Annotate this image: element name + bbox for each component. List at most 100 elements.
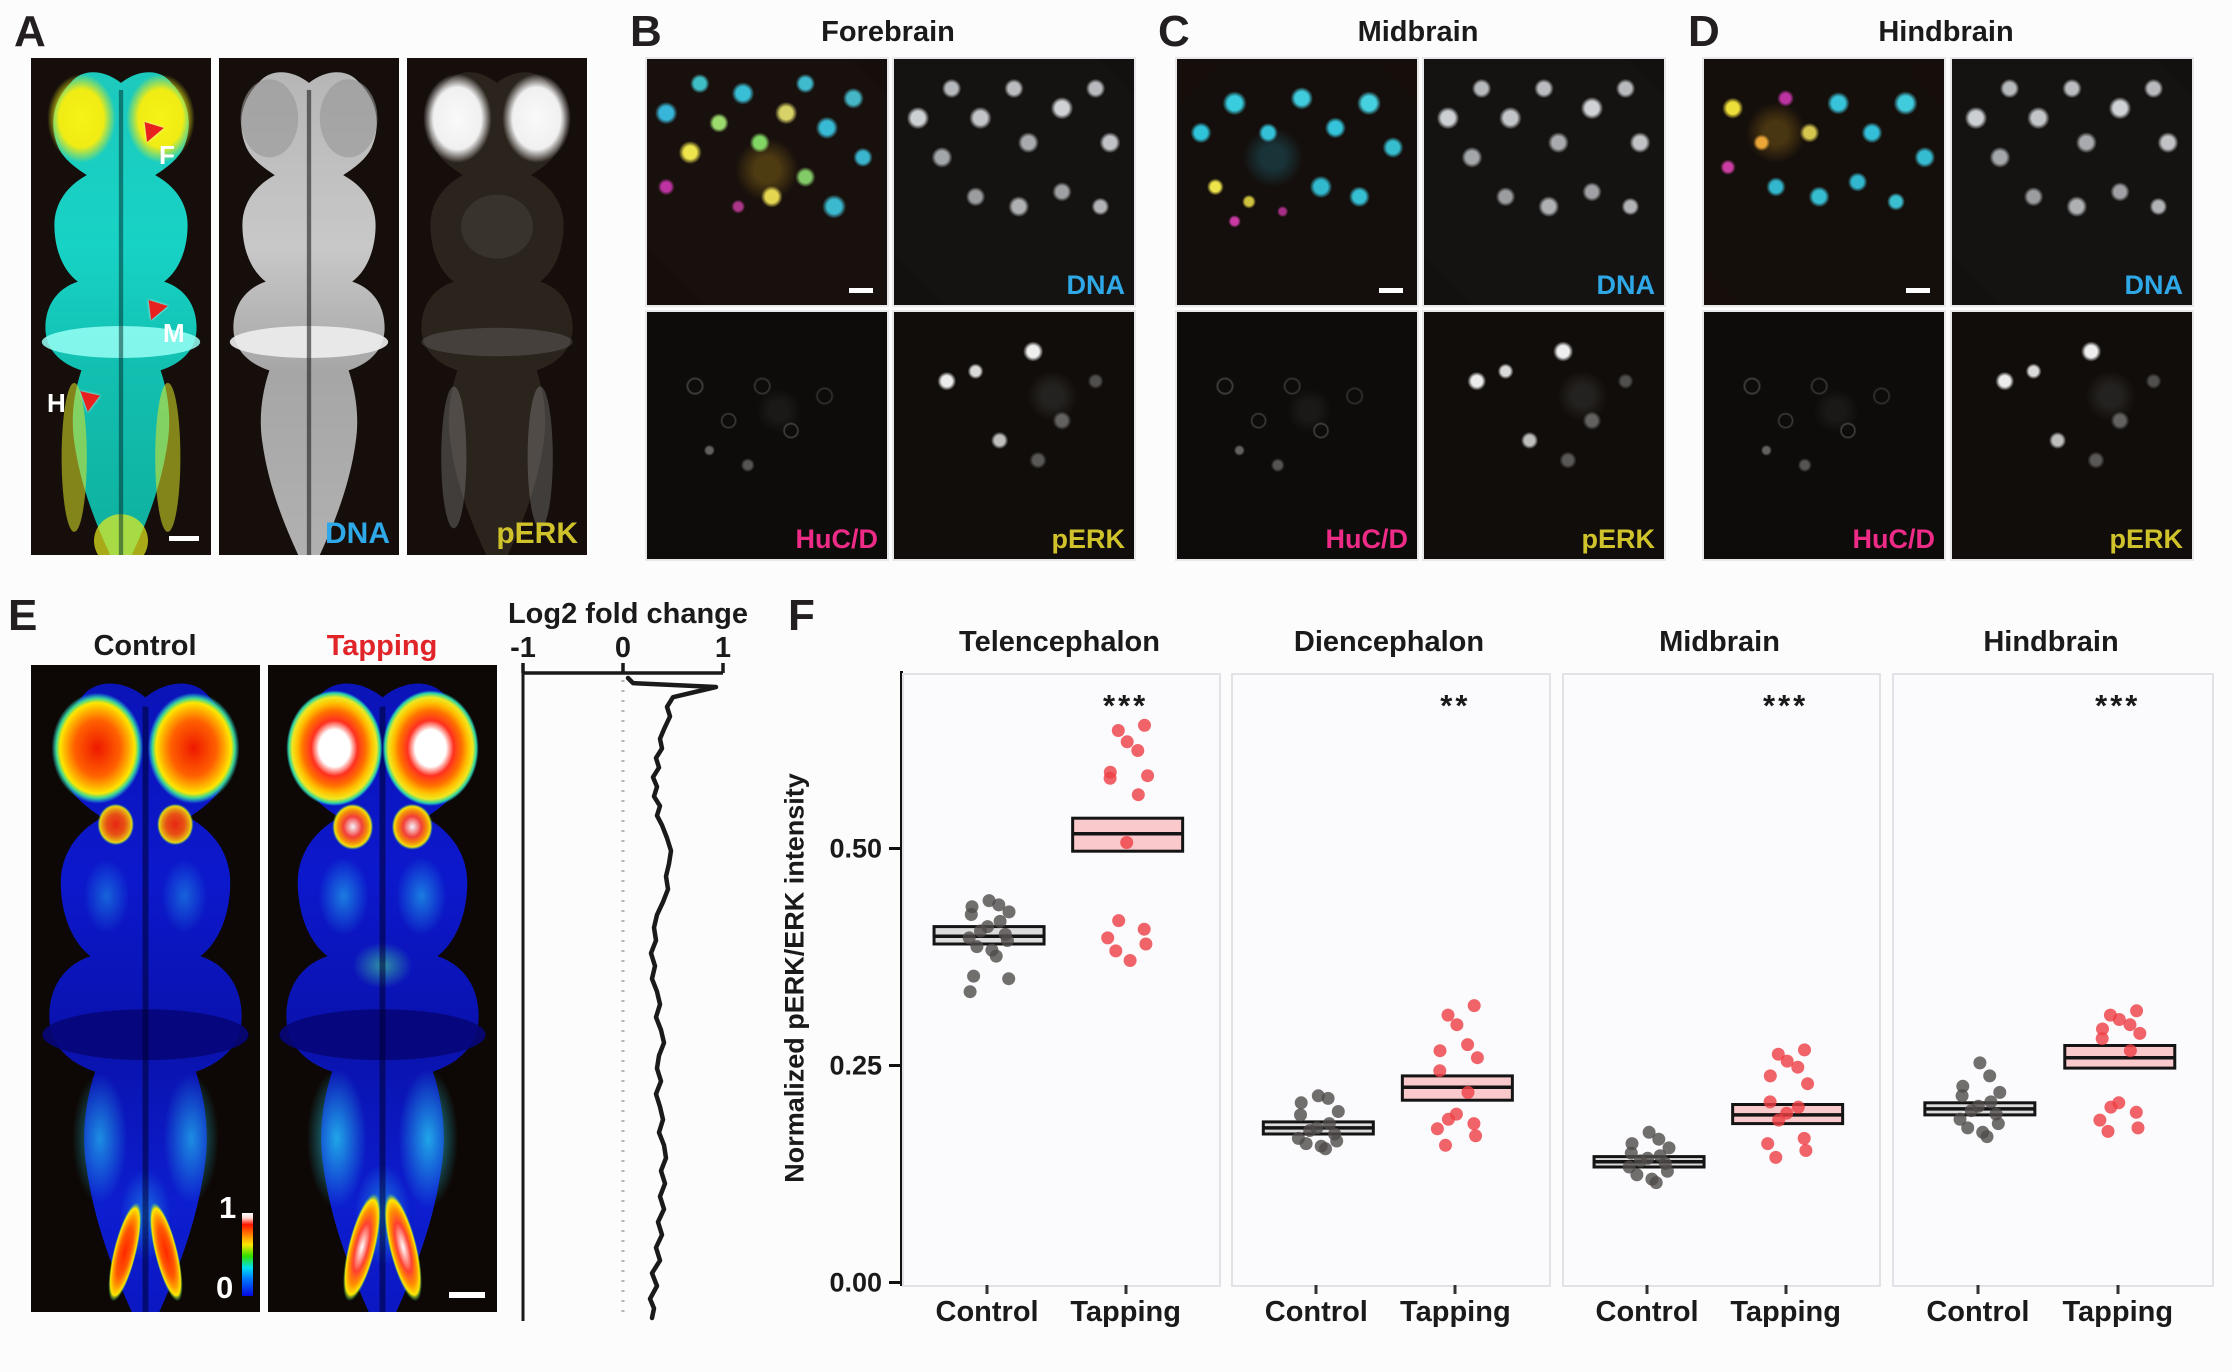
x-label-tapping: Tapping — [1730, 1296, 1841, 1328]
panel-d-label: D — [1688, 7, 1720, 56]
panel-f-label: F — [788, 591, 815, 640]
panel-d-dna-image: DNA — [1950, 57, 2194, 307]
scale-bar — [1906, 288, 1930, 293]
log2-profile-plot — [521, 663, 725, 1321]
perk-channel-label: pERK — [2109, 524, 2184, 554]
dna-channel-label: DNA — [1066, 270, 1126, 300]
panel-c-perk-image: pERK — [1422, 310, 1666, 561]
boxplot-midbrain — [1562, 673, 1881, 1287]
y-tick-000 — [889, 1281, 901, 1284]
x-label-tapping: Tapping — [1070, 1296, 1181, 1328]
x-label-control: Control — [1264, 1296, 1368, 1328]
scale-bar — [449, 1292, 485, 1298]
panel-b-label: B — [630, 7, 662, 56]
perk-channel-label: pERK — [1581, 524, 1656, 554]
hindbrain-annotation: H — [47, 388, 66, 418]
log2-tick-0: 0 — [614, 632, 632, 664]
panel-b-perk-image: pERK — [892, 310, 1136, 561]
boxplot-svg — [1261, 999, 1514, 1156]
dna-channel-label: DNA — [1596, 270, 1656, 300]
panel-d-perk-image: pERK — [1950, 310, 2194, 561]
significance-marker: *** — [1763, 688, 1809, 723]
x-tick-tapping — [1784, 1285, 1788, 1294]
brain-merged-art — [41, 72, 201, 555]
control-heatmap-art — [42, 683, 249, 1312]
boxplot-diencephalon — [1231, 673, 1551, 1287]
y-tick-label-025: 0.25 — [829, 1050, 882, 1081]
panel-c-dna-image: DNA — [1422, 57, 1666, 307]
control-title: Control — [93, 630, 197, 662]
panel-c-merged-image — [1175, 57, 1419, 307]
x-tick-tapping — [1124, 1285, 1128, 1294]
hucd-channel-label: HuC/D — [1325, 524, 1409, 554]
brain-perk-art — [421, 72, 573, 555]
y-tick-050 — [889, 847, 901, 850]
panel-d-merged-image — [1702, 57, 1946, 307]
x-tick-tapping — [2116, 1285, 2120, 1294]
boxplot-svg — [1592, 1043, 1845, 1190]
subplot-title: Diencephalon — [1293, 626, 1485, 658]
panel-a-dna-image: DNA — [219, 58, 399, 555]
perk-channel-label: pERK — [496, 517, 578, 550]
significance-marker: ** — [1440, 688, 1471, 723]
boxplot-telencephalon — [902, 673, 1221, 1287]
panel-b-title: Forebrain — [821, 16, 955, 48]
colorbar — [242, 1213, 253, 1296]
y-tick-label-050: 0.50 — [829, 833, 882, 864]
y-tick-025 — [889, 1064, 901, 1067]
forebrain-annotation: F — [159, 140, 175, 170]
log2-title: Log2 fold change — [507, 598, 749, 630]
log2-tick-neg1: -1 — [510, 632, 536, 664]
hucd-channel-label: HuC/D — [795, 524, 879, 554]
x-tick-control — [1645, 1285, 1649, 1294]
y-axis-line — [900, 671, 903, 1286]
boxplot-hindbrain — [1892, 673, 2214, 1287]
tapping-heatmap-art — [279, 683, 486, 1312]
y-tick-label-000: 0.00 — [829, 1267, 882, 1298]
log2-tick-1: 1 — [714, 632, 732, 664]
panel-d-title: Hindbrain — [1878, 16, 2014, 48]
scale-bar — [1379, 288, 1403, 293]
panel-b-dna-image: DNA — [892, 57, 1136, 307]
boxplot-svg — [932, 718, 1185, 999]
colorbar-max-label: 1 — [219, 1190, 237, 1225]
panel-b-hucd-image: HuC/D — [645, 310, 889, 561]
colorbar-min-label: 0 — [216, 1270, 234, 1305]
hucd-channel-label: HuC/D — [1852, 524, 1936, 554]
panel-a-merged-image: F M H — [31, 58, 211, 555]
panel-b-merged-image — [645, 57, 889, 307]
x-tick-control — [985, 1285, 989, 1294]
boxplot-svg — [1923, 1004, 2177, 1144]
x-tick-control — [1314, 1285, 1318, 1294]
x-label-tapping: Tapping — [1400, 1296, 1511, 1328]
panel-c-label: C — [1158, 7, 1190, 56]
dna-channel-label: DNA — [2124, 270, 2184, 300]
subplot-title: Midbrain — [1659, 626, 1780, 658]
y-axis-label: Normalized pERK/ERK intensity — [779, 773, 810, 1183]
significance-marker: *** — [1103, 688, 1149, 723]
x-label-control: Control — [935, 1296, 1039, 1328]
brain-dna-art — [229, 72, 389, 555]
x-label-control: Control — [1926, 1296, 2030, 1328]
x-tick-tapping — [1453, 1285, 1457, 1294]
panel-a-perk-image: pERK — [407, 58, 587, 555]
panel-c-hucd-image: HuC/D — [1175, 310, 1419, 561]
subplot-title: Telencephalon — [959, 626, 1160, 658]
significance-marker: *** — [2095, 688, 2141, 723]
scale-bar — [849, 288, 873, 293]
panel-e-control-heatmap — [31, 665, 260, 1312]
midbrain-annotation: M — [163, 318, 185, 348]
perk-channel-label: pERK — [1051, 524, 1126, 554]
panel-e-tapping-heatmap — [268, 665, 497, 1312]
panel-d-hucd-image: HuC/D — [1702, 310, 1946, 561]
x-label-tapping: Tapping — [2062, 1296, 2174, 1328]
panel-a-label: A — [14, 7, 46, 56]
x-tick-control — [1976, 1285, 1980, 1294]
subplot-title: Hindbrain — [1983, 626, 2119, 658]
panel-e-label: E — [8, 591, 38, 640]
tapping-title: Tapping — [326, 630, 438, 662]
panel-c-title: Midbrain — [1357, 16, 1479, 48]
scale-bar — [169, 536, 199, 541]
x-label-control: Control — [1595, 1296, 1699, 1328]
